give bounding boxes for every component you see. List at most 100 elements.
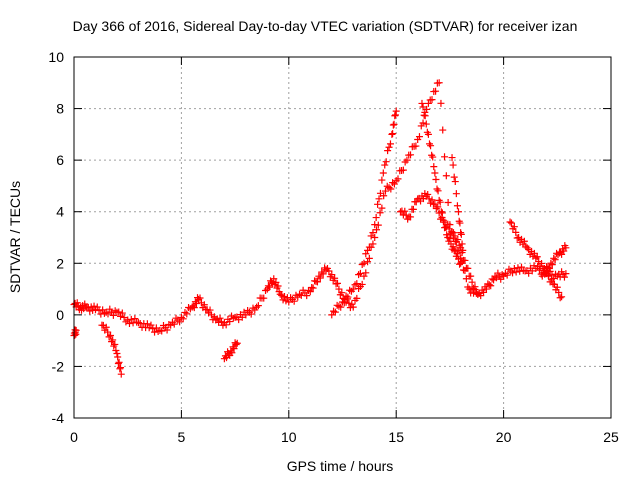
data-point [551,256,559,264]
data-point [102,323,110,331]
data-point [371,234,379,241]
y-tick-label: 4 [56,204,64,220]
data-point [152,324,160,332]
data-point [111,340,119,348]
data-point [457,259,465,267]
data-point [448,154,456,162]
data-point [520,237,528,245]
data-point [560,273,568,281]
y-tick-label: 10 [48,49,64,65]
data-point [407,151,415,159]
data-point [109,311,117,319]
data-point [451,232,459,240]
data-point [369,240,377,248]
data-point [303,292,311,300]
data-point [118,309,126,317]
data-point [510,264,518,272]
data-point [316,274,324,282]
data-point [376,189,384,197]
data-point [494,269,502,277]
data-point [104,310,112,318]
data-point [391,112,399,120]
data-point [394,175,402,183]
data-point [125,320,133,328]
y-tick-label: -2 [52,358,65,374]
data-point [387,185,395,193]
data-point [403,156,411,164]
data-point [506,218,514,226]
data-point [290,297,298,305]
data-point [548,276,556,284]
data-point [450,246,458,254]
data-point [190,304,198,312]
data-point [335,285,343,293]
data-point [216,314,224,322]
data-point [105,333,113,341]
data-point [110,342,118,350]
data-point [200,301,208,309]
data-point [369,229,377,237]
data-point [151,328,159,336]
axis-ticks: 0 5 10 15 20 25 -4 -2 0 2 4 6 8 10 [48,49,619,445]
data-point [127,315,135,323]
data-point [409,205,417,213]
data-point [381,161,389,169]
data-point [454,208,462,216]
data-point [449,243,457,251]
data-point [518,263,525,271]
data-point [428,196,436,204]
data-point [163,326,171,334]
data-point [421,112,429,120]
data-point [401,207,409,215]
data-point [238,313,246,321]
data-point [333,279,341,287]
data-point [260,294,268,302]
data-point [376,209,384,217]
data-point [442,172,450,180]
data-point [379,169,387,177]
data-point [456,260,464,268]
data-point [192,300,200,308]
data-point [97,310,105,318]
data-point [115,358,123,366]
data-point [548,261,556,269]
data-point [541,269,549,277]
data-point [120,313,128,321]
data-point [149,325,157,333]
data-point [553,283,561,291]
data-point [362,269,370,277]
data-point [555,289,563,297]
data-point [372,214,380,222]
data-point [550,254,558,262]
data-point [254,302,262,310]
data-point [431,169,439,177]
data-point [471,283,479,291]
data-point [533,253,541,261]
data-point [373,226,381,234]
data-point [525,269,533,277]
data-points [70,79,570,378]
data-point [389,121,397,129]
data-point [422,120,430,128]
data-point [356,269,364,277]
x-tick-label: 15 [388,429,404,445]
data-point [450,173,458,181]
data-point [265,283,273,291]
data-point [331,274,339,282]
data-point [556,294,564,302]
data-point [230,345,238,353]
data-point [107,331,115,339]
data-point [436,198,444,206]
data-point [95,307,103,315]
data-point [467,272,475,280]
data-point [485,281,493,289]
data-point [371,221,379,229]
data-point [562,244,570,252]
data-point [415,133,423,141]
data-point [276,290,284,298]
data-point [360,259,368,267]
data-point [206,306,214,314]
data-point [451,178,459,186]
data-point [412,142,420,150]
